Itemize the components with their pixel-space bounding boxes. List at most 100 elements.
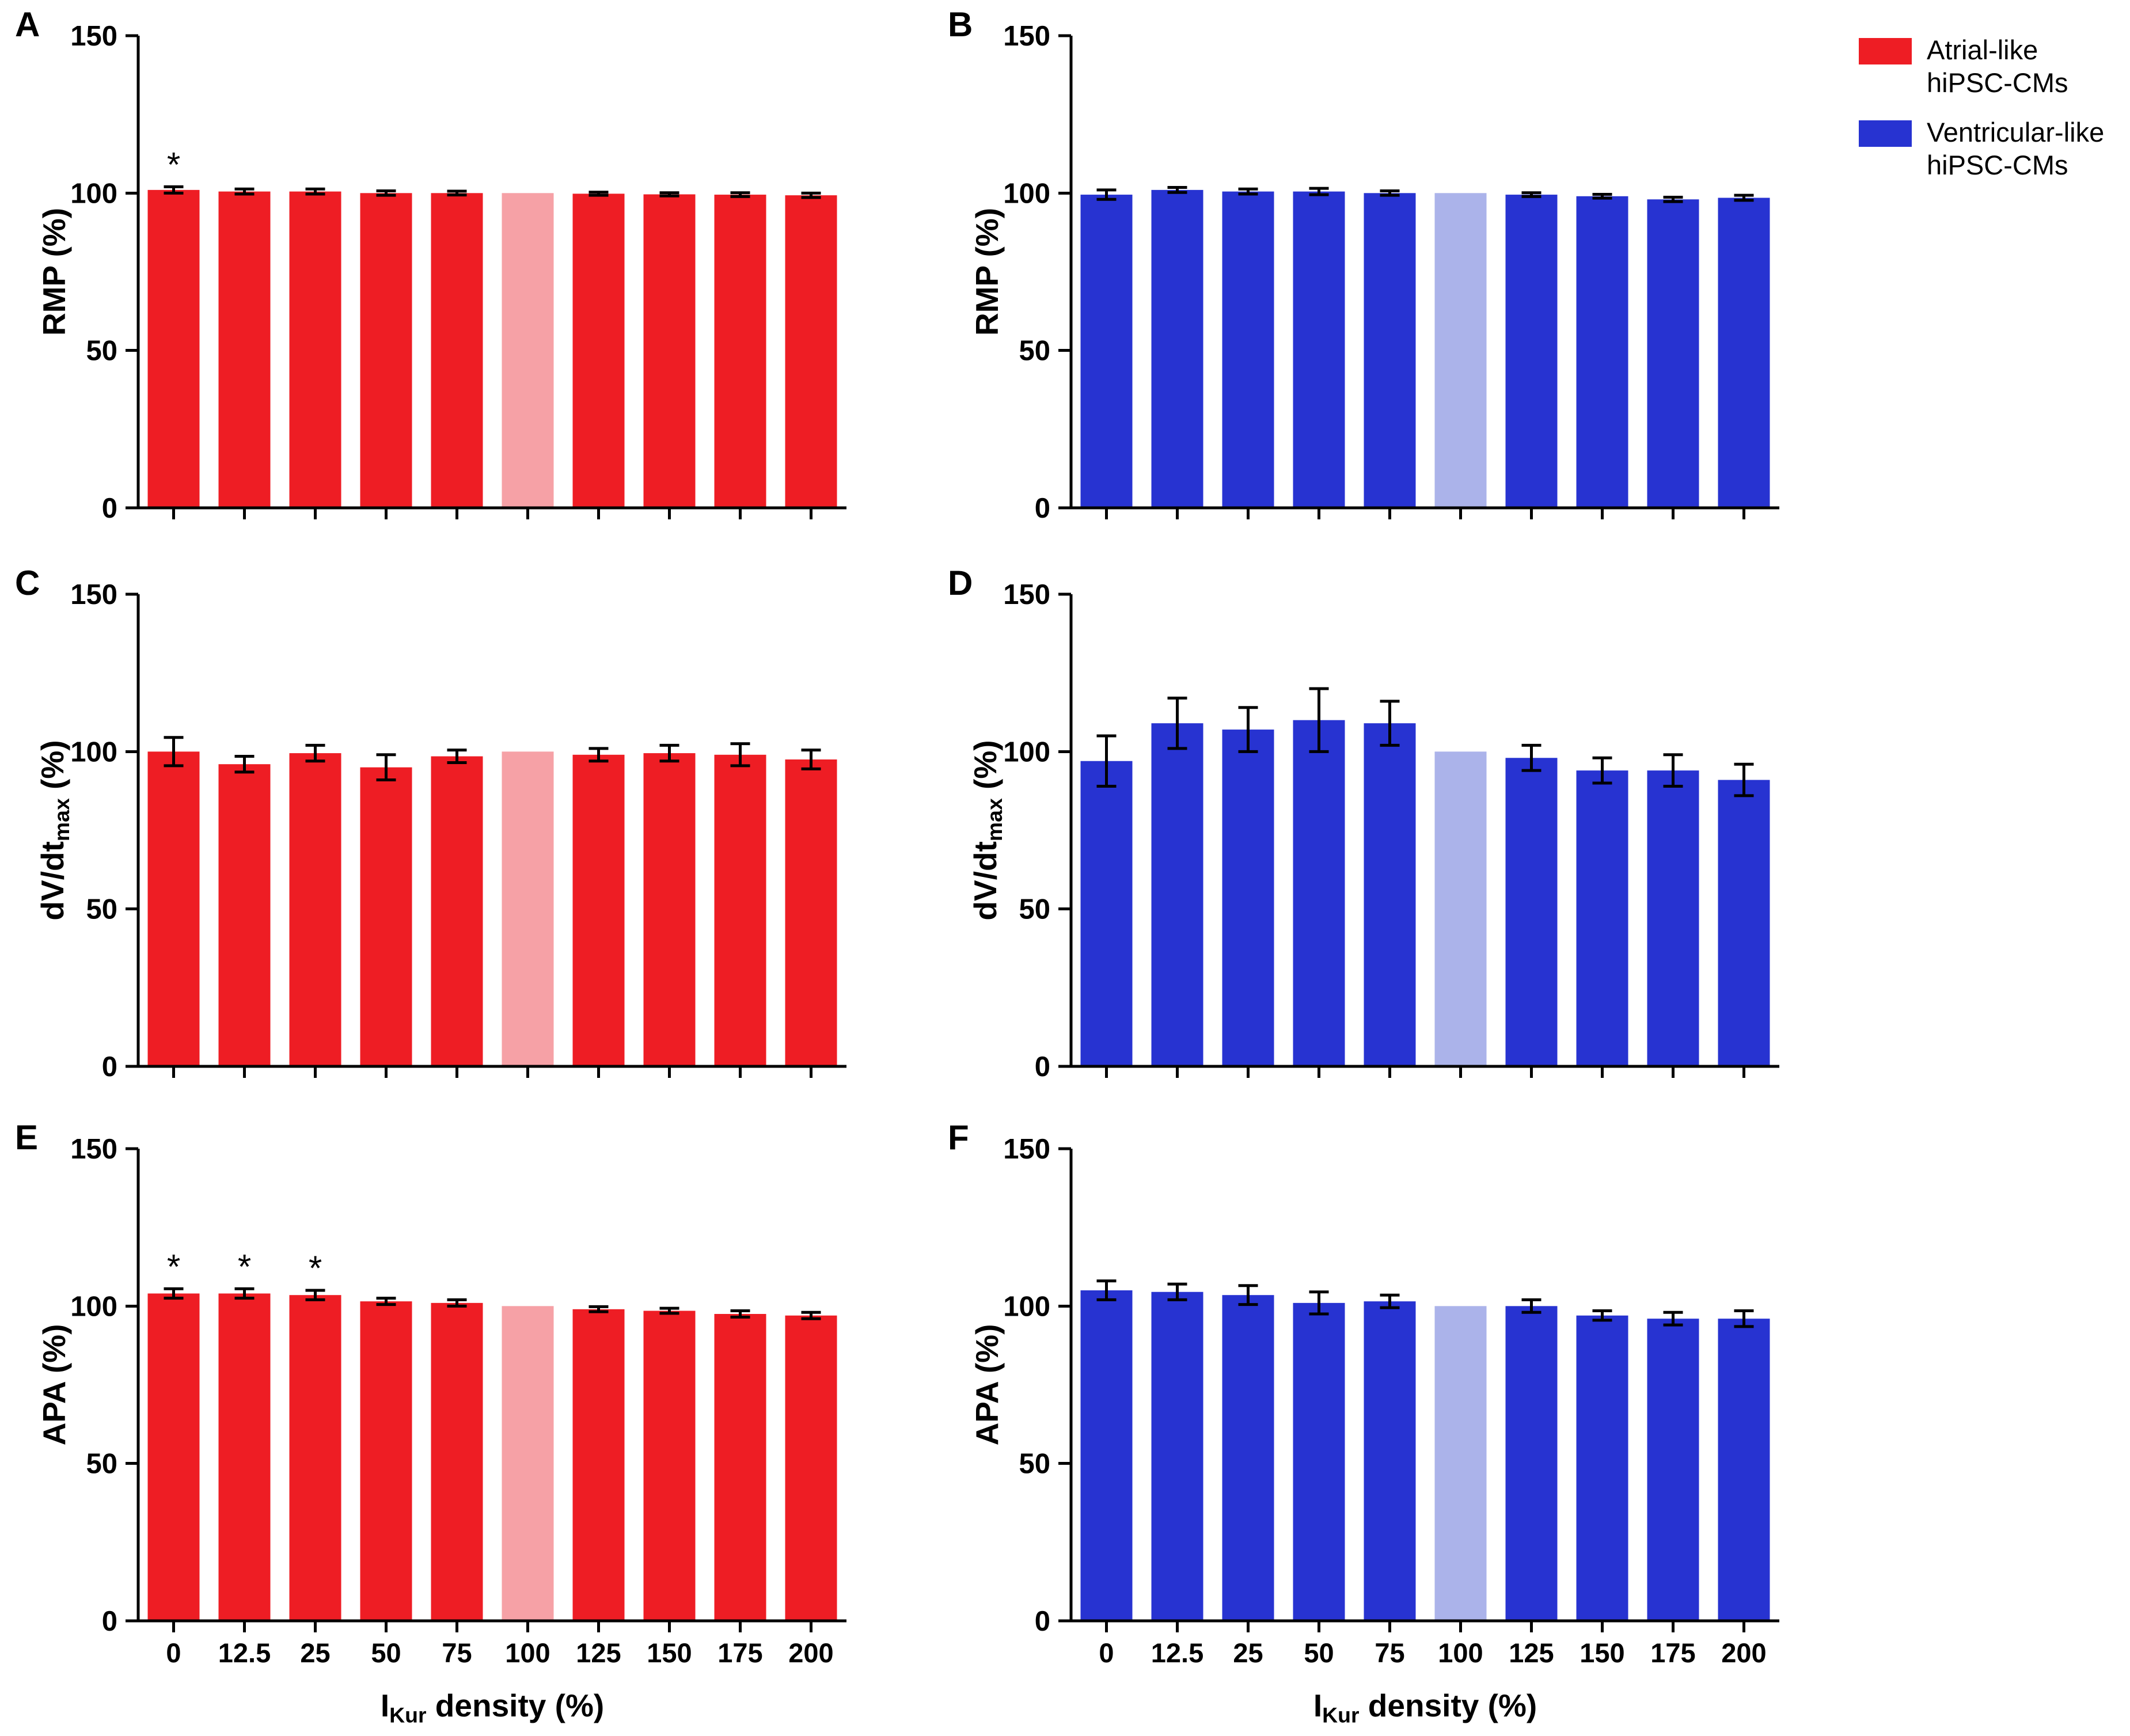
error-bar-A-200 xyxy=(801,191,821,199)
x-tick-label-E-75: 75 xyxy=(442,1638,472,1668)
y-tick-label-B-150: 150 xyxy=(1003,21,1050,52)
atrial-color-swatch xyxy=(1859,38,1912,64)
error-bar-E-200 xyxy=(801,1310,821,1320)
panel-E-chart: * * * 0 50 100 150 0 12.5 25 50 75 100 125 150 175 200 xyxy=(70,1134,846,1668)
bar-B-100 xyxy=(1434,193,1487,508)
bar-E-175 xyxy=(714,1314,766,1621)
bar-D-12.5 xyxy=(1151,723,1203,1066)
bar-A-12.5 xyxy=(218,191,271,508)
axes-C xyxy=(126,592,846,1078)
significance-asterisk-E-25: * xyxy=(309,1249,322,1287)
bar-D-75 xyxy=(1364,723,1416,1066)
error-bar-F-0 xyxy=(1096,1279,1117,1301)
bar-D-175 xyxy=(1647,770,1699,1066)
bar-D-125 xyxy=(1505,758,1558,1066)
bar-B-75 xyxy=(1364,193,1416,508)
panel-letter-B: B xyxy=(948,5,973,44)
error-bar-B-200 xyxy=(1734,193,1754,202)
error-bar-D-50 xyxy=(1309,687,1329,753)
bar-D-50 xyxy=(1293,720,1345,1066)
error-bar-D-25 xyxy=(1238,706,1258,753)
x-axis-title-E: IKur density (%) xyxy=(380,1688,605,1727)
panel-D-chart: 0 50 100 150 xyxy=(1003,579,1779,1082)
panel-F: F APA (%) 0 50 100 150 0 12.5 25 50 75 100 125 150 175… xyxy=(948,1118,1854,1727)
x-tick-label-E-150: 150 xyxy=(647,1638,692,1668)
bar-E-50 xyxy=(360,1301,412,1621)
bar-C-25 xyxy=(289,753,341,1066)
y-axis-title-C: dV/dtmax (%) xyxy=(34,740,74,921)
bar-A-25 xyxy=(289,191,341,508)
y-tick-label-B-0: 0 xyxy=(1035,493,1050,522)
error-bar-F-75 xyxy=(1380,1293,1400,1309)
x-tick-label-E-12.5: 12.5 xyxy=(218,1638,271,1668)
error-bar-B-50 xyxy=(1309,187,1329,196)
error-bar-B-150 xyxy=(1592,193,1612,200)
axes-A xyxy=(126,34,846,519)
panel-B: B RMP (%) 0 50 100 150 xyxy=(948,5,1854,525)
x-tick-label-F-100: 100 xyxy=(1438,1638,1483,1668)
bar-F-175 xyxy=(1647,1319,1699,1621)
bar-E-200 xyxy=(785,1315,837,1621)
error-bar-B-25 xyxy=(1238,187,1258,196)
bar-B-50 xyxy=(1293,191,1345,508)
legend-label-ventricular: Ventricular-like hiPSC-CMs xyxy=(1927,116,2104,182)
error-bar-E-175 xyxy=(730,1309,750,1319)
error-bar-C-75 xyxy=(447,749,467,764)
error-bar-A-50 xyxy=(376,189,396,197)
bar-B-175 xyxy=(1647,199,1699,508)
legend-item-ventricular: Ventricular-like hiPSC-CMs xyxy=(1859,116,2104,182)
y-tick-label-C-150: 150 xyxy=(70,579,117,610)
y-axis-title-F: APA (%) xyxy=(969,1324,1005,1446)
y-tick-label-A-50: 50 xyxy=(86,336,117,367)
significance-asterisk-A-0: * xyxy=(167,145,180,184)
error-bar-C-200 xyxy=(801,749,821,770)
y-axis-title-E: APA (%) xyxy=(36,1324,72,1446)
error-bar-D-12.5 xyxy=(1167,696,1187,750)
panel-letter-D: D xyxy=(948,564,973,602)
error-bar-A-150 xyxy=(659,191,679,197)
legend-label-ventricular-line1: Ventricular-like xyxy=(1927,116,2105,147)
error-bar-C-12.5 xyxy=(234,755,255,774)
bar-B-0 xyxy=(1080,195,1133,508)
ventricular-color-swatch xyxy=(1859,120,1912,147)
y-tick-label-F-50: 50 xyxy=(1019,1449,1050,1480)
x-tick-label-F-200: 200 xyxy=(1721,1638,1766,1668)
x-tick-label-F-25: 25 xyxy=(1233,1638,1263,1668)
x-axis-title-F: IKur density (%) xyxy=(1313,1688,1537,1727)
legend-item-atrial: Atrial-like hiPSC-CMs xyxy=(1859,33,2104,100)
error-bar-C-125 xyxy=(588,747,609,763)
bar-E-150 xyxy=(643,1310,696,1621)
bar-F-125 xyxy=(1505,1306,1558,1621)
error-bar-B-75 xyxy=(1380,189,1400,197)
error-bar-E-125 xyxy=(588,1305,609,1313)
bar-B-125 xyxy=(1505,195,1558,508)
bar-F-75 xyxy=(1364,1301,1416,1621)
x-tick-label-F-125: 125 xyxy=(1509,1638,1554,1668)
error-bar-E-150 xyxy=(659,1306,679,1315)
y-tick-label-E-0: 0 xyxy=(102,1606,117,1637)
x-tick-label-E-175: 175 xyxy=(717,1638,762,1668)
x-tick-label-F-175: 175 xyxy=(1650,1638,1695,1668)
y-tick-label-D-150: 150 xyxy=(1003,579,1050,610)
y-tick-label-A-0: 0 xyxy=(102,493,117,522)
bar-A-100 xyxy=(502,193,554,508)
x-tick-label-F-0: 0 xyxy=(1099,1638,1114,1668)
axes-D xyxy=(1058,592,1779,1078)
bar-B-150 xyxy=(1576,196,1628,508)
error-bar-D-175 xyxy=(1663,753,1683,788)
bar-B-12.5 xyxy=(1151,189,1203,508)
error-bar-B-125 xyxy=(1521,191,1542,198)
y-axis-title-A: RMP (%) xyxy=(36,207,72,336)
legend-label-ventricular-line2: hiPSC-CMs xyxy=(1927,149,2068,180)
bar-F-200 xyxy=(1718,1319,1770,1621)
axes-F xyxy=(1058,1147,1779,1632)
bar-C-125 xyxy=(572,754,625,1066)
error-bar-E-75 xyxy=(447,1298,467,1308)
y-tick-label-E-150: 150 xyxy=(70,1134,117,1165)
error-bar-A-0 xyxy=(164,185,184,195)
error-bar-A-125 xyxy=(588,191,609,197)
bar-E-0 xyxy=(147,1293,200,1621)
legend-label-atrial-line2: hiPSC-CMs xyxy=(1927,67,2068,98)
error-bar-B-12.5 xyxy=(1167,185,1187,194)
